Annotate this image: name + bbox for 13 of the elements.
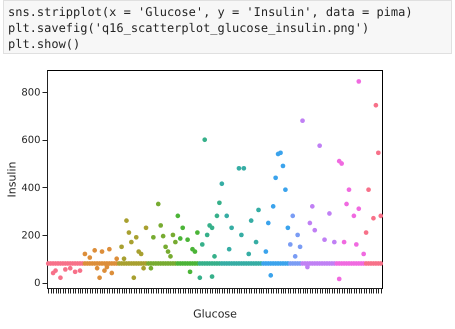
y-axis-title: Insulin bbox=[5, 161, 18, 198]
y-tick-label: 0 bbox=[34, 278, 40, 290]
y-tick-label: 800 bbox=[21, 88, 40, 99]
text: sns.stripplot(x = 'Glucose', y = 'Insulin', data = pima) bbox=[8, 4, 414, 20]
point bbox=[336, 276, 342, 282]
text: plt.savefig('q16_scatterplot_glucose_insulin.png') bbox=[8, 20, 370, 36]
y-tick-label: 400 bbox=[21, 182, 40, 194]
x-axis-title: Glucose bbox=[193, 308, 238, 320]
text: plt.show() bbox=[8, 36, 82, 52]
y-tick-label: 200 bbox=[21, 230, 40, 242]
point bbox=[210, 274, 214, 279]
y-tick-label: 600 bbox=[21, 135, 40, 146]
point bbox=[356, 206, 362, 212]
